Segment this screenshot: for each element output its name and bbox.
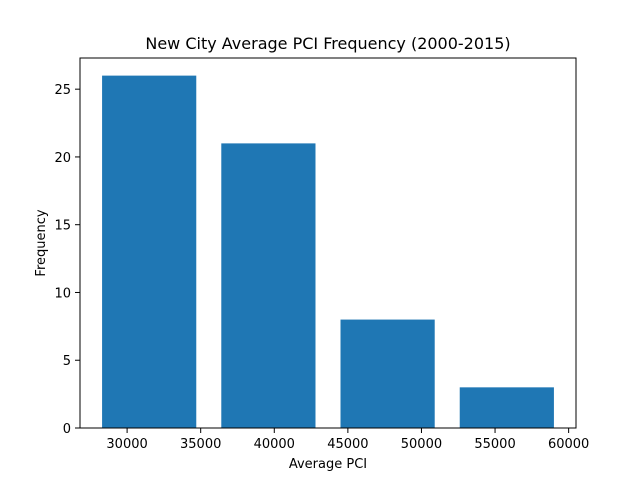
x-axis-label: Average PCI	[289, 457, 367, 472]
bar-1	[102, 75, 197, 428]
y-tick-label: 10	[54, 286, 71, 301]
chart-title: New City Average PCI Frequency (2000-201…	[145, 34, 510, 53]
plot-frame	[79, 57, 577, 429]
y-axis-ticks: 0 5 10 15 20 25	[54, 83, 80, 437]
y-tick-label: 20	[54, 151, 71, 166]
bars-group	[102, 75, 554, 428]
x-tick-label: 30000	[106, 437, 147, 452]
x-tick-label: 45000	[327, 437, 368, 452]
y-axis-label: Frequency	[34, 209, 49, 276]
x-tick-label: 35000	[180, 437, 221, 452]
x-tick-label: 60000	[548, 437, 589, 452]
bar-4	[459, 387, 554, 428]
x-tick-label: 50000	[401, 437, 442, 452]
x-tick-label: 40000	[254, 437, 295, 452]
x-tick-label: 55000	[474, 437, 515, 452]
y-tick-label: 25	[54, 83, 71, 98]
bar-2	[221, 143, 316, 428]
y-tick-label: 5	[63, 354, 71, 369]
y-tick-label: 15	[54, 219, 71, 234]
x-axis-ticks: 30000 35000 40000 45000 50000 55000 60000	[106, 428, 589, 452]
y-tick-label: 0	[63, 422, 71, 437]
bar-3	[340, 319, 435, 428]
